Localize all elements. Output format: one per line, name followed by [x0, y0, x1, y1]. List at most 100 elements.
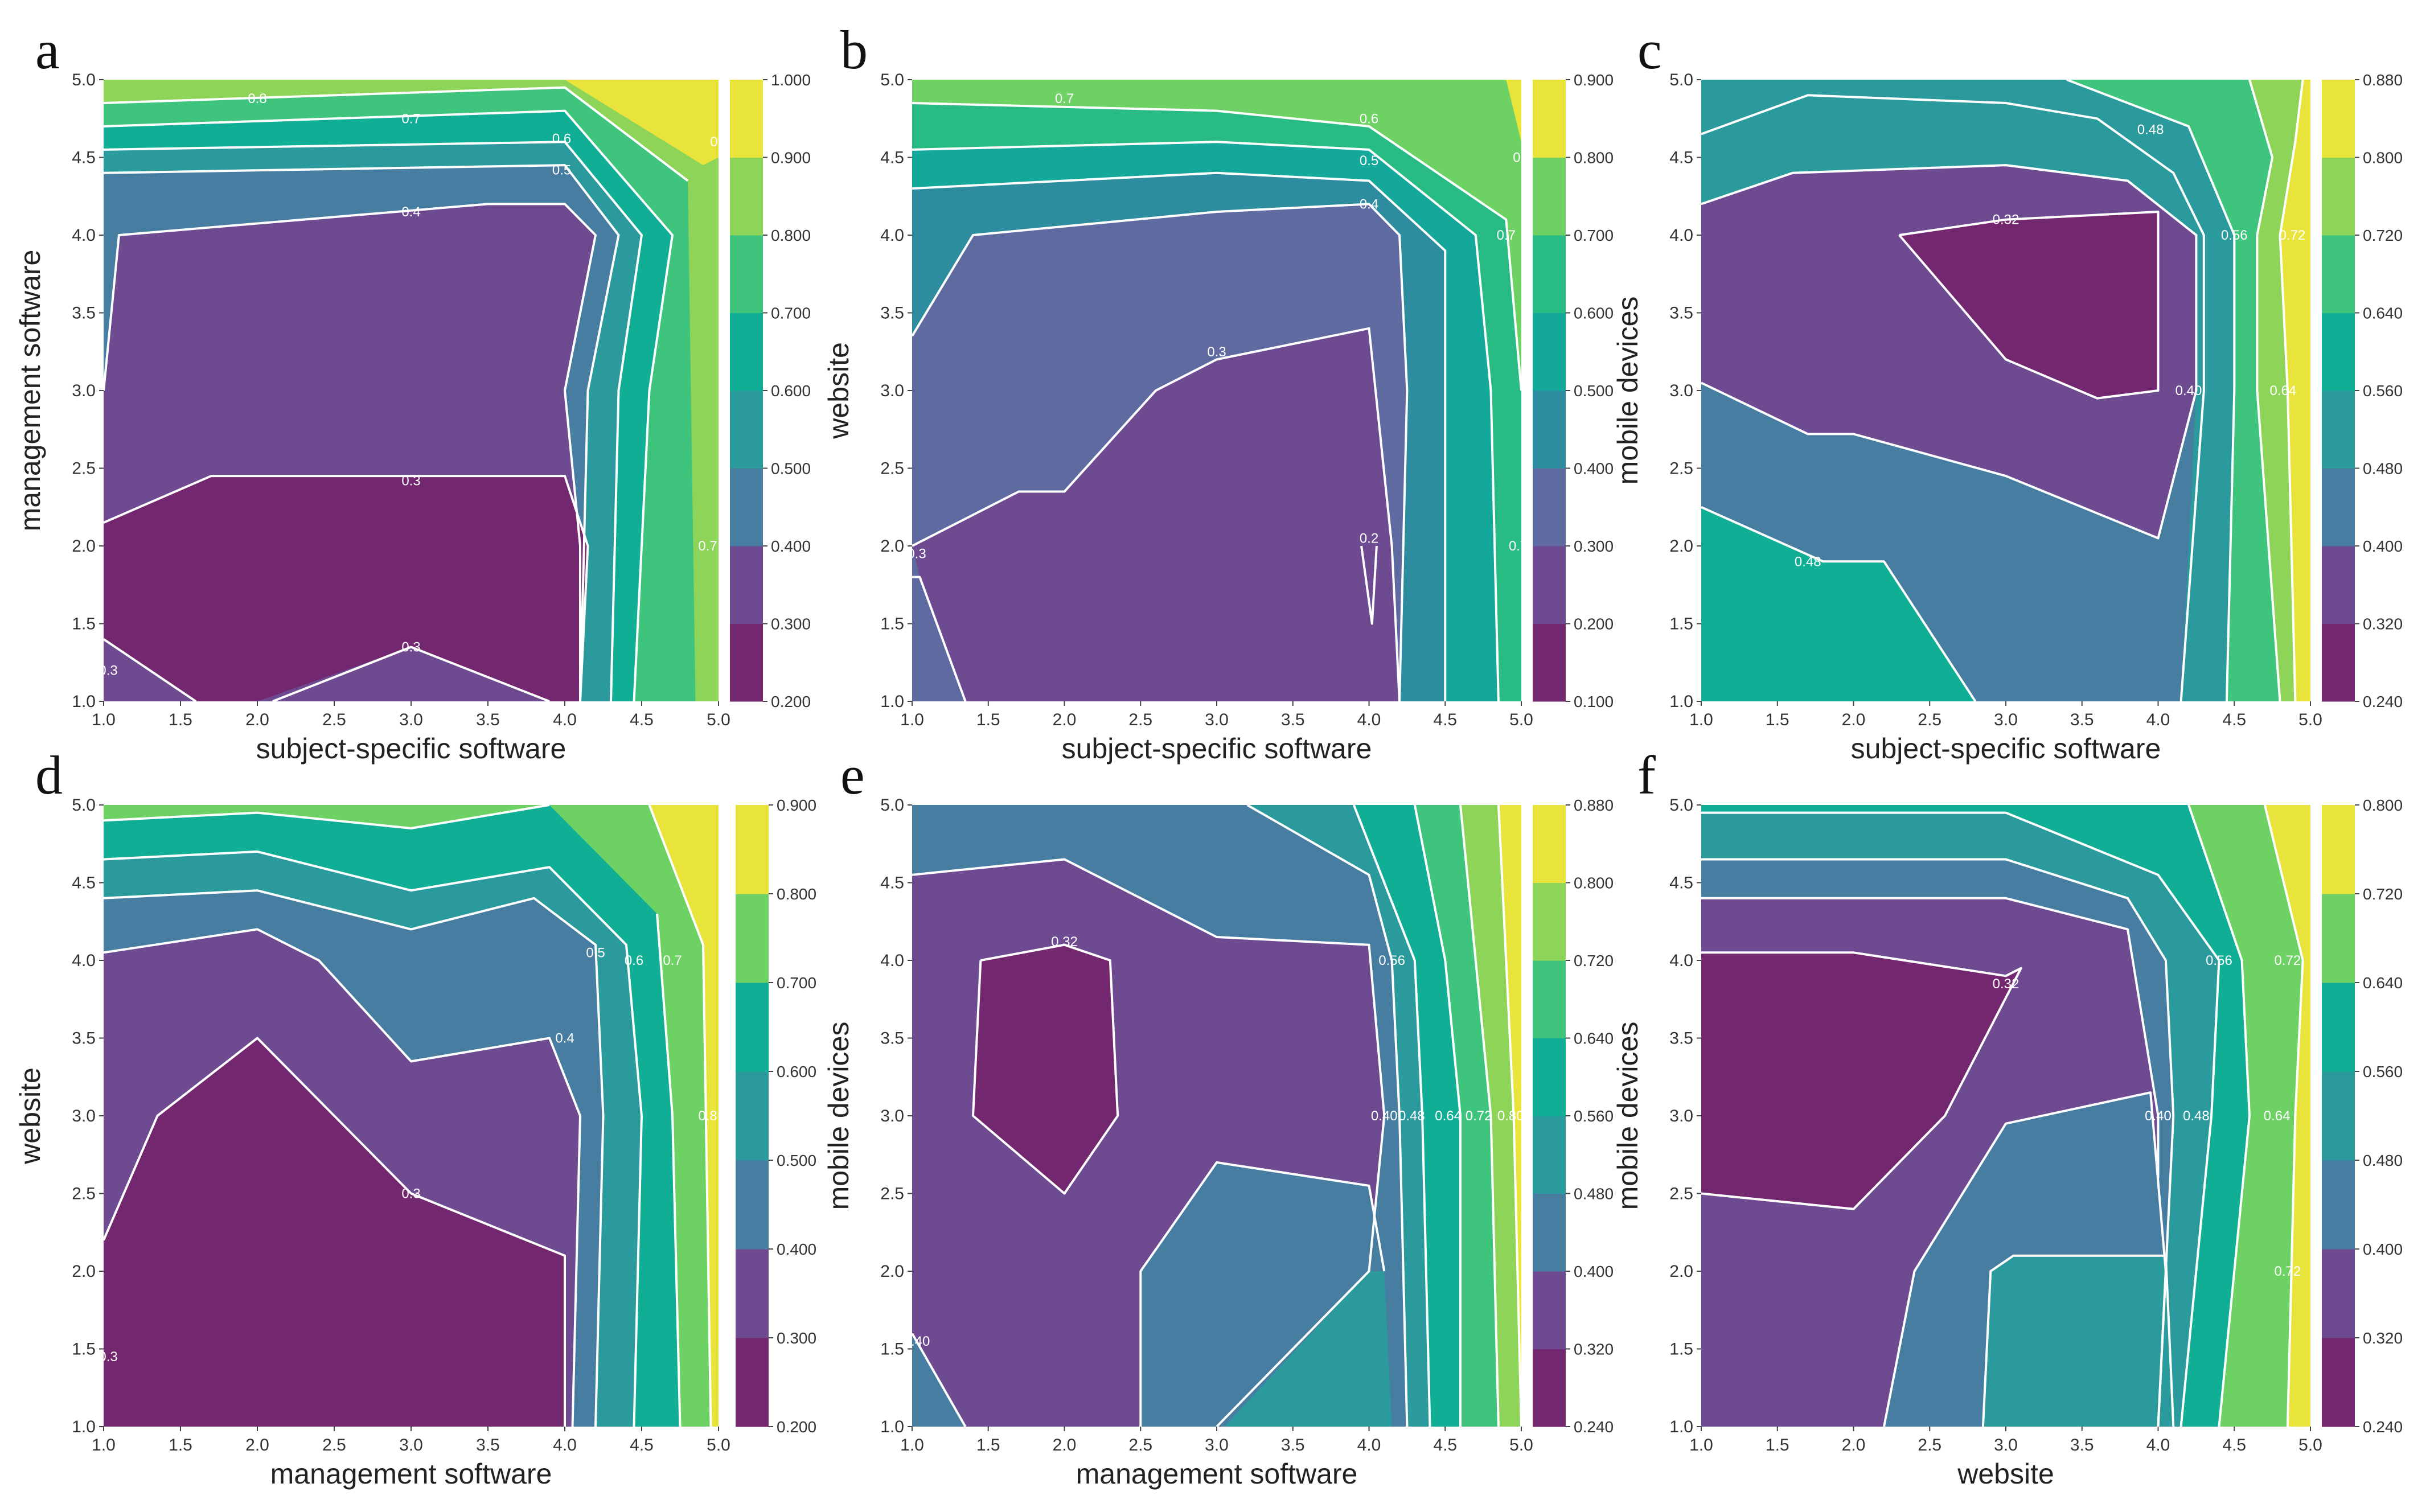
- colorbar-segment-b-0: [1533, 623, 1566, 702]
- contour-line-e-6: [1139, 1161, 1386, 1427]
- contour-label-a-0: 0.8: [248, 91, 266, 106]
- colorbar-tick-label-a-7: 0.900: [771, 149, 811, 167]
- x-tick-label-a-4: 3.0: [399, 710, 423, 729]
- colorbar-segment-c-2: [2322, 468, 2355, 547]
- x-tick-label-f-3: 2.5: [1918, 1436, 1941, 1455]
- colorbar-tick-label-b-4: 0.500: [1574, 382, 1614, 400]
- x-tick-label-b-4: 3.0: [1205, 710, 1229, 729]
- contour-label-b-6: 0.3: [907, 547, 926, 562]
- colorbar-tick-label-e-8: 0.880: [1574, 796, 1614, 814]
- x-tick-label-d-6: 4.0: [553, 1436, 577, 1455]
- colorbar-segment-d-3: [736, 1071, 769, 1161]
- x-axis-title-e: management software: [1076, 1458, 1358, 1490]
- x-tick-label-b-5: 3.5: [1281, 710, 1305, 729]
- contour-line-b-2: [912, 171, 1447, 701]
- x-tick-label-d-8: 5.0: [707, 1436, 730, 1455]
- y-tick-label-b-2: 2.0: [880, 537, 904, 556]
- y-tick-label-d-8: 5.0: [72, 796, 96, 815]
- x-tick-label-a-8: 5.0: [707, 710, 730, 729]
- y-tick-label-d-4: 3.0: [72, 1107, 96, 1125]
- contour-line-a-6: [272, 646, 550, 701]
- y-tick-label-c-5: 3.5: [1669, 304, 1693, 323]
- colorbar-tick-label-d-3: 0.500: [777, 1152, 816, 1169]
- contour-label-e-6: 0.80: [1497, 1108, 1524, 1124]
- colorbar-tick-label-f-6: 0.720: [2363, 885, 2403, 903]
- x-tick-label-e-5: 3.5: [1281, 1436, 1305, 1455]
- colorbar-tick-label-a-5: 0.700: [771, 305, 811, 322]
- contour-line-a-4: [104, 203, 597, 701]
- colorbar-segment-b-4: [1533, 313, 1566, 391]
- contour-line-d-1: [104, 805, 550, 829]
- panel-letter-a: a: [35, 19, 60, 80]
- contour-line-c-4: [1701, 164, 2198, 540]
- contour-line-d-2: [104, 850, 643, 1427]
- colorbar-segment-d-4: [736, 983, 769, 1072]
- contour-line-b-4: [912, 327, 1401, 701]
- x-tick-label-d-7: 4.5: [630, 1436, 654, 1455]
- contour-line-f-1: [2187, 805, 2251, 1427]
- colorbar-tick-label-c-7: 0.800: [2363, 149, 2403, 167]
- contour-label-f-5: 0.72: [2275, 953, 2301, 968]
- colorbar-segment-e-1: [1533, 1271, 1566, 1349]
- y-axis-title-d: website: [14, 1067, 46, 1165]
- colorbar-tick-label-f-3: 0.480: [2363, 1152, 2403, 1169]
- y-tick-label-d-2: 2.0: [72, 1262, 96, 1281]
- colorbar-segment-f-1: [2322, 1249, 2355, 1338]
- panel-letter-e: e: [840, 745, 865, 806]
- y-tick-label-f-0: 1.0: [1669, 1418, 1693, 1436]
- y-tick-label-e-0: 1.0: [880, 1418, 904, 1436]
- contour-line-b-5: [912, 576, 967, 701]
- x-tick-label-c-4: 3.0: [1994, 710, 2018, 729]
- panel-letter-f: f: [1637, 745, 1656, 806]
- colorbar-tick-label-c-4: 0.560: [2363, 382, 2403, 400]
- colorbar-segment-c-1: [2322, 546, 2355, 624]
- plot-area-d: 0.5 0.6 0.7 0.4 0.3 0.8 0.3: [104, 805, 719, 1427]
- contour-label-f-3: 0.48: [2183, 1108, 2210, 1124]
- contour-label-e-0: 0.32: [1051, 934, 1078, 950]
- contour-line-b-0: [912, 102, 1521, 391]
- contour-label-e-4: 0.64: [1435, 1108, 1462, 1124]
- contour-band-d-6: [104, 1038, 565, 1427]
- x-tick-label-f-0: 1.0: [1689, 1436, 1713, 1455]
- contour-line-d-0: [648, 805, 712, 1427]
- x-tick-label-c-2: 2.0: [1842, 710, 1866, 729]
- x-tick-label-e-2: 2.0: [1053, 1436, 1077, 1455]
- colorbar-segment-f-6: [2322, 805, 2355, 894]
- x-tick-label-a-5: 3.5: [476, 710, 500, 729]
- panels: 0.8 0.7 0.6 0.5 0.4 0.3 0.3 0.3 0.7 0 1.0 1.5 2.0 2.5…: [14, 19, 2403, 1490]
- y-tick-label-d-5: 3.5: [72, 1029, 96, 1048]
- colorbar-segment-e-0: [1533, 1349, 1566, 1427]
- contour-line-e-2: [1413, 805, 1462, 1427]
- colorbar-tick-label-d-4: 0.600: [777, 1063, 816, 1080]
- colorbar-segment-b-7: [1533, 80, 1566, 158]
- contour-label-b-7: 0.7: [1497, 228, 1516, 243]
- contour-line-e-0: [1497, 805, 1521, 1427]
- y-tick-label-a-3: 2.5: [72, 459, 96, 478]
- y-tick-label-c-8: 5.0: [1669, 71, 1693, 89]
- plot-area-f: 0.32 0.56 0.40 0.48 0.64 0.72 0.72: [1701, 805, 2310, 1427]
- plot-area-c: 0.48 0.32 0.40 0.48 0.56 0.64 0.72: [1701, 80, 2310, 701]
- contour-label-a-5: 0.3: [401, 473, 420, 488]
- contour-line-a-3: [104, 164, 620, 701]
- x-axis-title-a: subject-specific software: [256, 733, 567, 765]
- y-tick-label-a-7: 4.5: [72, 149, 96, 167]
- contour-line-b-6: [1360, 545, 1378, 625]
- colorbar-tick-label-f-4: 0.560: [2363, 1063, 2403, 1080]
- colorbar-segment-f-0: [2322, 1338, 2355, 1427]
- colorbar-tick-label-c-1: 0.320: [2363, 615, 2403, 633]
- contour-band-e-8: [1224, 1271, 1392, 1427]
- colorbar-segment-e-6: [1533, 882, 1566, 961]
- contour-label-c-4: 0.56: [2221, 228, 2248, 243]
- colorbar-segment-b-3: [1533, 391, 1566, 469]
- colorbar-segment-c-5: [2322, 235, 2355, 313]
- contour-label-c-5: 0.64: [2269, 383, 2296, 398]
- colorbar-tick-label-a-6: 0.800: [771, 227, 811, 244]
- colorbar-segment-f-3: [2322, 1071, 2355, 1161]
- contour-label-c-3: 0.48: [1795, 554, 1821, 569]
- colorbar-tick-label-e-6: 0.720: [1574, 952, 1614, 969]
- y-tick-label-f-1: 1.5: [1669, 1340, 1693, 1359]
- colorbar-tick-label-e-7: 0.800: [1574, 874, 1614, 892]
- y-tick-label-e-2: 2.0: [880, 1262, 904, 1281]
- contour-label-d-1: 0.6: [625, 953, 643, 968]
